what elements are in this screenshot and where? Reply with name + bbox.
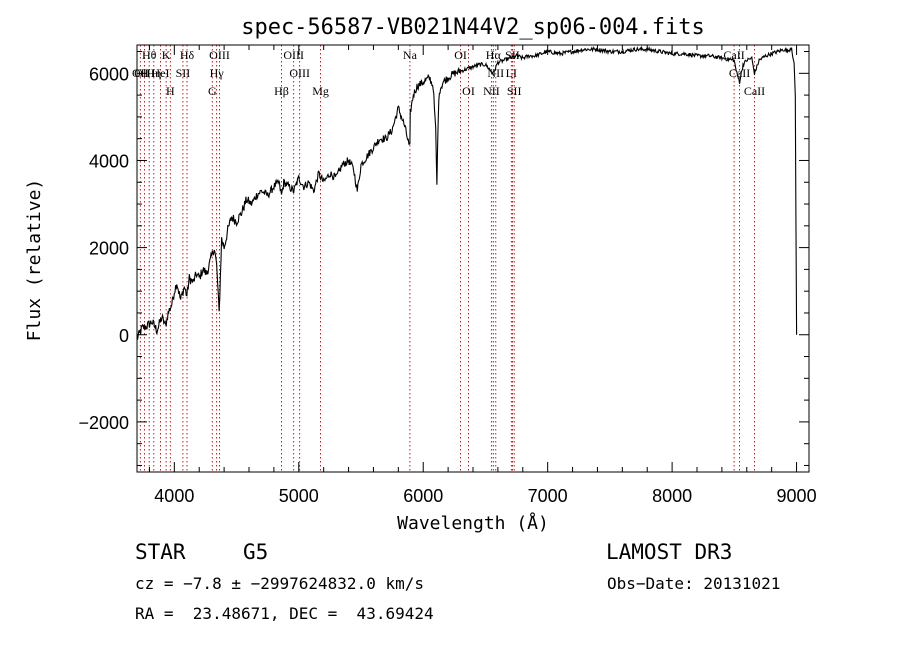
line-marker-label: SII: [505, 48, 520, 62]
line-marker-label: OIII: [283, 48, 304, 62]
line-marker-label: H: [166, 84, 175, 98]
line-marker-label: Hγ: [210, 66, 225, 80]
x-tick-label: 6000: [403, 486, 443, 506]
line-marker-label: G: [208, 84, 217, 98]
x-tick-label: 8000: [652, 486, 692, 506]
line-marker-label: Hθ: [142, 48, 157, 62]
y-axis-label: Flux (relative): [24, 179, 45, 342]
line-marker-label: K: [162, 48, 171, 62]
line-marker-label: OIII: [134, 66, 155, 80]
radec-readout: RA = 23.48671, DEC = 43.69424: [135, 604, 434, 623]
line-marker-label: CaII: [723, 48, 744, 62]
line-marker-label: NII: [483, 84, 500, 98]
y-tick-label: 4000: [89, 151, 129, 171]
x-axis-label: Wavelength (Å): [397, 512, 549, 534]
line-marker-label: Mg: [312, 84, 329, 98]
line-marker-label: Hβ: [274, 84, 289, 98]
line-marker-label: OI: [454, 48, 467, 62]
line-marker-label: OII: [132, 66, 149, 80]
line-marker-label: Hη: [146, 66, 161, 80]
x-tick-label: 9000: [777, 486, 817, 506]
flux-line: [136, 45, 798, 340]
object-class: STAR: [135, 540, 186, 564]
line-marker-label: OIII: [289, 66, 310, 80]
plot-frame: [136, 44, 810, 473]
line-marker-label: SII: [507, 84, 522, 98]
y-tick-label: −2000: [78, 413, 129, 433]
line-marker-label: CaII: [729, 66, 750, 80]
redshift-readout: cz = −7.8 ± −2997624832.0 km/s: [135, 574, 424, 593]
line-marker-label: OIII: [209, 48, 230, 62]
y-tick-label: 6000: [89, 64, 129, 84]
line-marker-label: CaII: [744, 84, 765, 98]
line-marker-label: HeI: [152, 66, 170, 80]
line-marker-label: Na: [403, 48, 418, 62]
line-marker-label: Hα: [486, 48, 502, 62]
survey-name: LAMOST DR3: [606, 540, 733, 564]
x-tick-label: 4000: [154, 486, 194, 506]
line-marker-label: Hδ: [180, 48, 195, 62]
line-marker-label: LI: [506, 66, 517, 80]
line-marker-label: NII: [487, 66, 504, 80]
x-tick-label: 5000: [279, 486, 319, 506]
object-subclass: G5: [243, 540, 269, 564]
line-marker-label: SII: [176, 66, 191, 80]
x-tick-label: 7000: [528, 486, 568, 506]
y-tick-label: 0: [119, 326, 129, 346]
y-tick-label: 2000: [89, 239, 129, 259]
chart-title: spec-56587-VB021N44V2_sp06-004.fits: [241, 15, 705, 40]
line-marker-label: OI: [462, 84, 475, 98]
obs-date: Obs−Date: 20131021: [607, 574, 781, 593]
